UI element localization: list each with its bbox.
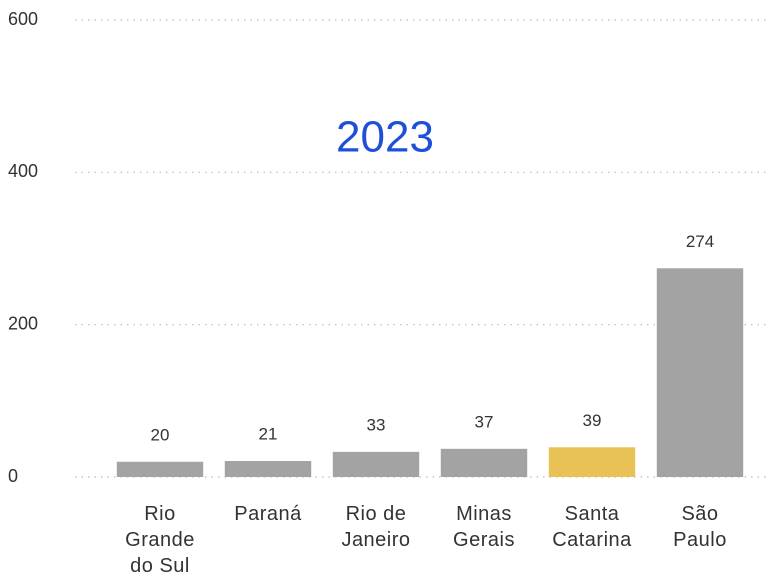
- y-tick-label: 600: [8, 9, 38, 29]
- x-tick-label: São Paulo: [673, 503, 727, 551]
- bar: [440, 448, 528, 477]
- x-tick-label: Minas Gerais: [453, 503, 515, 551]
- value-label: 274: [686, 232, 714, 251]
- x-tick-label: Rio de Janeiro: [341, 503, 411, 551]
- y-tick-label: 0: [8, 466, 18, 486]
- bar: [548, 447, 636, 477]
- x-tick-label: Paraná: [234, 503, 302, 525]
- bar: [332, 451, 420, 477]
- y-tick-label: 200: [8, 313, 38, 333]
- x-tick-label: Rio Grande do Sul: [125, 503, 195, 577]
- bar: [224, 461, 312, 477]
- value-label: 33: [367, 415, 386, 434]
- value-label: 20: [151, 425, 170, 444]
- value-label: 39: [583, 411, 602, 430]
- chart-title: 2023: [336, 113, 434, 162]
- value-label: 37: [475, 412, 494, 431]
- x-tick-label: Santa Catarina: [552, 503, 632, 551]
- value-label: 21: [259, 424, 278, 443]
- bar: [656, 268, 744, 477]
- bar: [116, 461, 204, 477]
- y-tick-label: 400: [8, 161, 38, 181]
